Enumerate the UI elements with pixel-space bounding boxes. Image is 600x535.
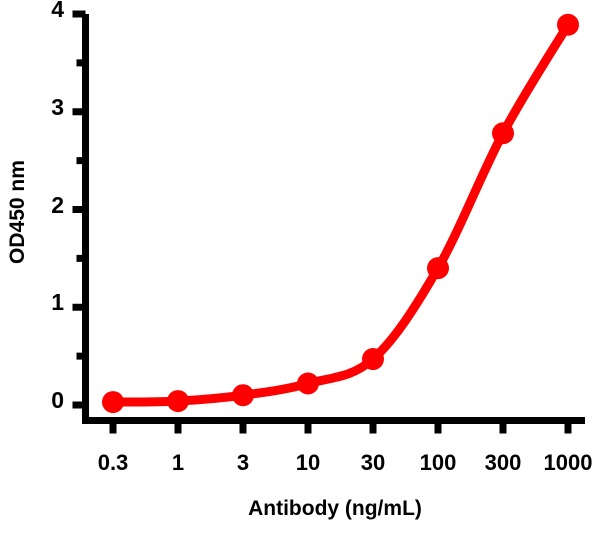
x-axis-title: Antibody (ng/mL) xyxy=(248,497,422,520)
data-point-10 xyxy=(297,372,319,395)
y-tick-label-group: 0 1 2 3 4 xyxy=(24,0,64,535)
y-major-ticks xyxy=(72,10,86,409)
x-tick-label-1: 1 xyxy=(171,450,185,475)
data-point-100 xyxy=(427,257,449,280)
data-point-3 xyxy=(232,384,254,407)
x-tick-label-30: 30 xyxy=(360,450,386,475)
y-tick-label-1: 1 xyxy=(51,289,64,316)
data-point-1 xyxy=(167,390,189,413)
x-tick-label-10: 10 xyxy=(295,450,321,475)
x-tick-label-100: 100 xyxy=(419,450,457,475)
y-tick-label-4: 4 xyxy=(51,0,64,22)
data-point-30 xyxy=(362,348,384,371)
data-point-0.3 xyxy=(102,391,124,414)
y-tick-label-0: 0 xyxy=(51,387,64,413)
data-series-od450 xyxy=(102,13,579,414)
x-tick-label-0.3: 0.3 xyxy=(97,450,129,475)
data-point-1000 xyxy=(557,13,579,36)
series-markers xyxy=(102,13,579,414)
x-tick-label-1000: 1000 xyxy=(543,450,593,475)
y-axis-title: OD450 nm xyxy=(6,160,29,264)
y-tick-label-3: 3 xyxy=(51,93,64,120)
x-major-ticks xyxy=(109,420,572,434)
data-point-300 xyxy=(492,122,514,145)
x-tick-label-3: 3 xyxy=(236,450,250,475)
y-tick-label-2: 2 xyxy=(51,191,64,218)
x-tick-label-300: 300 xyxy=(484,450,522,475)
y-minor-ticks xyxy=(76,59,86,360)
